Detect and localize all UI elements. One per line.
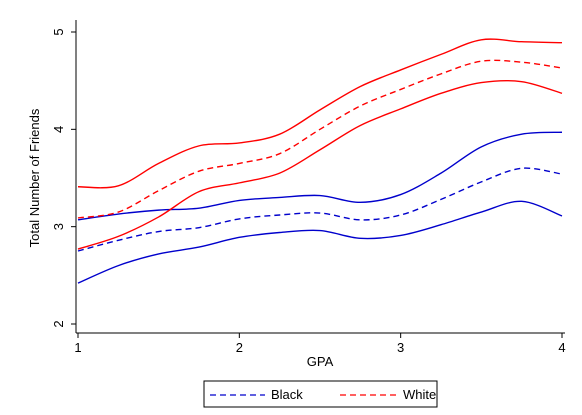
ticks: 1 2 3 4 2 3 4 5 bbox=[51, 28, 566, 355]
plot-area bbox=[77, 38, 563, 284]
y-tick-label: 2 bbox=[51, 320, 66, 327]
x-tick-label: 1 bbox=[74, 340, 81, 355]
legend-box bbox=[203, 380, 438, 408]
x-tick-label: 2 bbox=[236, 340, 243, 355]
legend-label-black: Black bbox=[271, 387, 303, 402]
ci-upper-line-white bbox=[77, 38, 563, 189]
y-axis-title: Total Number of Friends bbox=[27, 108, 42, 247]
legend-label-white: White bbox=[403, 387, 436, 402]
x-axis-title: GPA bbox=[307, 354, 334, 369]
x-tick-label: 3 bbox=[397, 340, 404, 355]
ci-upper-line-black bbox=[77, 131, 563, 221]
y-tick-label: 4 bbox=[51, 126, 66, 133]
y-tick-label: 5 bbox=[51, 28, 66, 35]
axes bbox=[75, 20, 565, 334]
x-tick-label: 4 bbox=[558, 340, 565, 355]
y-tick-label: 3 bbox=[51, 223, 66, 230]
series-line-black bbox=[77, 167, 563, 252]
ci-lower-line-white bbox=[77, 79, 563, 250]
series-line-white bbox=[77, 59, 563, 219]
legend: Black White bbox=[203, 380, 438, 408]
ci-lower-line-black bbox=[77, 200, 563, 284]
